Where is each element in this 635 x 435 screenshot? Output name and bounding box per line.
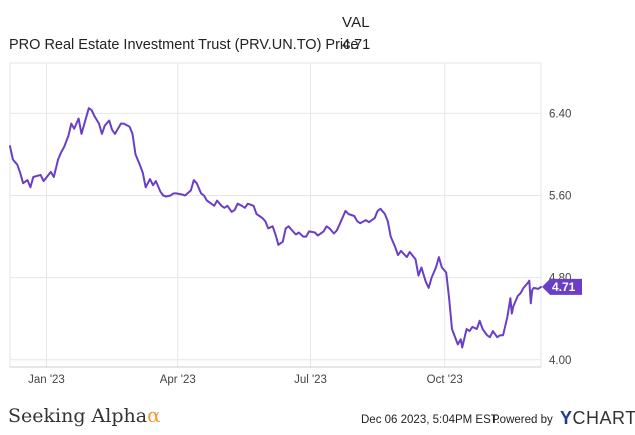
chart-axes xyxy=(9,62,542,368)
brand-name: Seeking Alpha xyxy=(8,405,148,427)
alpha-icon: α xyxy=(147,403,161,427)
x-tick-label: Oct '23 xyxy=(427,374,463,386)
price-series-line xyxy=(9,107,542,349)
ycharts-y-icon: Y xyxy=(560,408,573,428)
ycharts-text: CHARTS xyxy=(572,408,635,428)
x-tick-label: Jan '23 xyxy=(28,374,65,386)
y-tick-label: 4.00 xyxy=(549,355,571,367)
series-label: PRO Real Estate Investment Trust (PRV.UN… xyxy=(9,37,359,53)
legend-header: VAL xyxy=(342,14,370,31)
ycharts-logo[interactable]: YCHARTS xyxy=(560,408,635,429)
powered-by-label: Powered by xyxy=(492,414,553,426)
seeking-alpha-logo[interactable]: Seeking Alphaα xyxy=(8,403,161,427)
x-tick-label: Apr '23 xyxy=(160,374,196,386)
series-layer xyxy=(9,107,542,349)
chart-timestamp: Dec 06 2023, 5:04PM EST. xyxy=(361,414,500,426)
x-tick-label: Jul '23 xyxy=(294,374,327,386)
grid-lines xyxy=(10,63,541,367)
last-value-label: 4.71 xyxy=(552,280,576,294)
last-value-marker xyxy=(542,278,582,295)
last-value-badge: 4.71 xyxy=(542,278,582,295)
y-tick-label: 6.40 xyxy=(549,108,571,120)
y-tick-label: 5.60 xyxy=(549,190,571,202)
series-value: 4.71 xyxy=(342,37,371,53)
